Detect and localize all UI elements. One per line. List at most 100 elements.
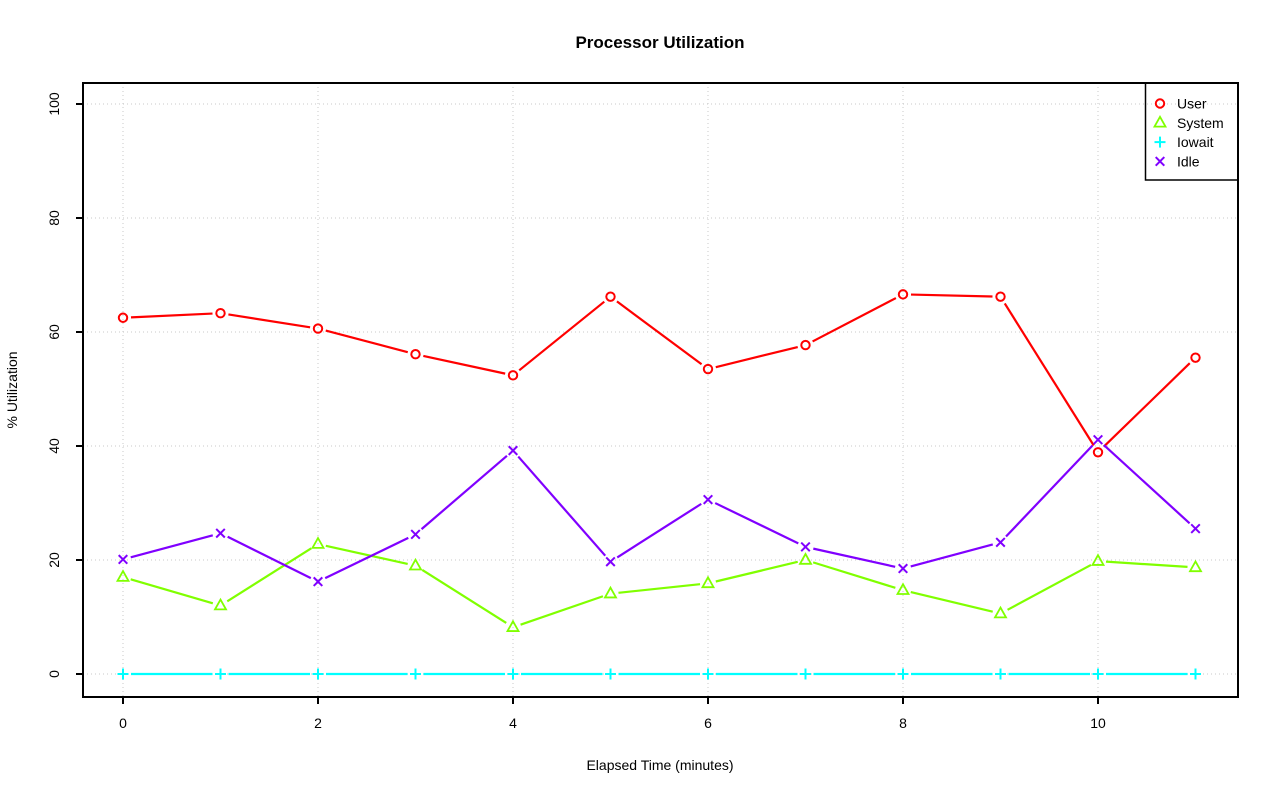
series-line-segment (910, 293, 993, 298)
plot-border (82, 82, 1239, 698)
data-point-user (312, 323, 324, 334)
legend-label-system: System (1177, 115, 1224, 131)
data-point-system (310, 536, 326, 549)
series-line-segment (520, 595, 604, 626)
data-point-idle (702, 494, 714, 505)
data-point-iowait (800, 668, 811, 680)
series-line-segment (616, 502, 702, 559)
legend-box (1144, 82, 1239, 181)
y-tick-label: 40 (46, 438, 62, 454)
series-line-segment (715, 345, 798, 369)
data-point-system (1188, 559, 1203, 573)
data-point-system (700, 575, 716, 589)
x-tick-label: 8 (899, 715, 907, 731)
data-point-idle (410, 529, 421, 540)
data-point-idle (605, 556, 616, 567)
data-point-user (507, 370, 519, 381)
data-point-system (798, 552, 813, 565)
data-point-idle (1092, 434, 1104, 445)
data-point-system (408, 557, 423, 571)
series-line-segment (1003, 302, 1095, 447)
data-point-iowait (507, 668, 519, 680)
x-tick-label: 6 (704, 715, 712, 731)
y-tick-label: 20 (46, 552, 62, 568)
data-point-idle (312, 576, 324, 587)
legend-marker-idle (1154, 156, 1166, 167)
series-idle (117, 434, 1201, 587)
data-point-user (410, 349, 421, 360)
data-point-user (897, 289, 909, 300)
data-point-iowait (897, 668, 909, 680)
series-line-segment (517, 455, 607, 557)
series-line-segment (812, 297, 897, 343)
data-point-user (702, 363, 714, 375)
legend-entry-iowait: Iowait (1154, 134, 1214, 150)
data-point-idle (800, 541, 811, 552)
series-line-segment (228, 313, 311, 329)
y-tick-label: 0 (46, 670, 62, 678)
x-axis-title: Elapsed Time (minutes) (586, 757, 733, 773)
data-point-user (995, 291, 1006, 302)
data-point-system (603, 585, 618, 599)
series-line-segment (616, 300, 703, 366)
data-point-user (215, 307, 226, 319)
legend-entry-system: System (1152, 114, 1224, 131)
data-point-user (1092, 447, 1104, 458)
legend: User System Iowait Idle (1144, 82, 1239, 181)
series-line-segment (421, 569, 507, 624)
data-point-iowait (312, 668, 324, 680)
data-point-iowait (1092, 668, 1104, 680)
series-line-segment (423, 354, 506, 375)
y-axis-title: % Utilization (4, 351, 20, 428)
data-point-user (800, 339, 811, 351)
series-line-segment (130, 312, 213, 319)
series-line-segment (1102, 362, 1191, 448)
data-point-idle (897, 563, 909, 574)
series-layer (115, 289, 1203, 680)
x-tick-label: 10 (1090, 715, 1106, 731)
x-tick-label: 4 (509, 715, 517, 731)
series-line-segment (714, 502, 799, 545)
data-point-user (605, 291, 616, 302)
data-point-system (895, 582, 911, 595)
series-line-segment (715, 560, 798, 583)
series-line-segment (324, 536, 409, 580)
series-line-segment (1103, 444, 1191, 525)
series-line-segment (518, 300, 605, 372)
data-point-iowait (1190, 668, 1201, 680)
data-point-idle (117, 554, 129, 565)
series-line-segment (325, 544, 408, 566)
legend-marker-system (1152, 114, 1168, 128)
series-line-segment (130, 534, 214, 559)
data-point-idle (1190, 523, 1201, 534)
series-line-segment (1007, 563, 1092, 611)
data-point-system (993, 605, 1008, 619)
data-point-iowait (605, 668, 616, 680)
data-point-user (1190, 352, 1201, 363)
series-line-segment (227, 535, 312, 580)
data-point-iowait (410, 668, 421, 680)
data-point-system (213, 597, 228, 611)
series-line-segment (813, 547, 896, 568)
series-line-segment (910, 543, 994, 568)
data-point-user (117, 312, 129, 323)
y-tick-label: 100 (46, 92, 62, 116)
gridlines (83, 83, 1238, 697)
series-line-segment (812, 561, 896, 589)
legend-entry-idle: Idle (1154, 153, 1200, 169)
series-line-segment (910, 591, 993, 613)
series-line-segment (1005, 444, 1094, 538)
series-line-segment (1105, 560, 1188, 568)
series-line-segment (130, 578, 214, 605)
x-tick-label: 0 (119, 715, 127, 731)
chart-title: Processor Utilization (575, 33, 744, 52)
legend-label-iowait: Iowait (1177, 134, 1214, 150)
data-point-iowait (117, 668, 129, 680)
data-point-idle (215, 528, 226, 539)
data-point-iowait (702, 668, 714, 680)
series-line-segment (226, 547, 312, 603)
series-iowait (117, 668, 1201, 680)
y-tick-label: 80 (46, 210, 62, 226)
